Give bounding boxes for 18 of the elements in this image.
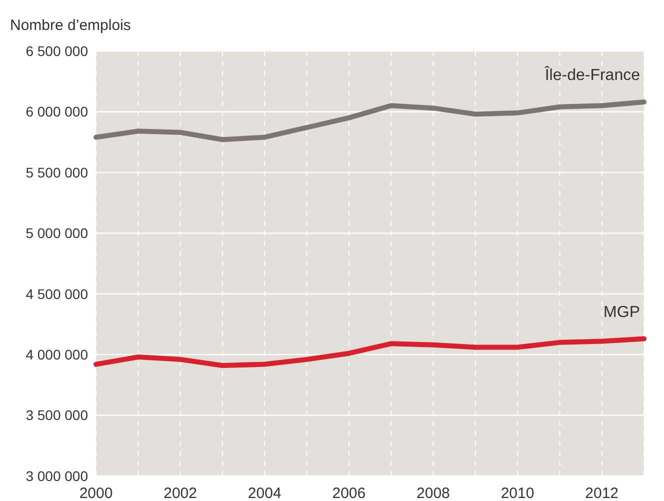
x-tick-label: 2004 <box>248 485 282 501</box>
x-tick-label: 2006 <box>332 485 366 501</box>
x-tick-label: 2002 <box>164 485 197 501</box>
y-axis-title: Nombre d’emplois <box>10 17 131 34</box>
x-tick-label: 2012 <box>585 485 619 501</box>
y-tick-label: 3 000 000 <box>26 468 88 484</box>
y-tick-label: 4 500 000 <box>26 286 88 302</box>
y-tick-label: 4 000 000 <box>26 346 88 362</box>
series-label: MGP <box>604 304 640 321</box>
x-tick-label: 2000 <box>79 485 113 501</box>
x-tick-label: 2010 <box>500 485 534 501</box>
y-tick-label: 6 000 000 <box>26 104 88 120</box>
y-tick-label: 5 000 000 <box>26 225 88 242</box>
y-tick-label: 5 500 000 <box>26 164 88 180</box>
y-tick-label: 3 500 000 <box>26 407 88 424</box>
series-label: Île-de-France <box>544 66 640 84</box>
x-tick-label: 2008 <box>416 485 450 501</box>
y-tick-label: 6 500 000 <box>26 42 88 59</box>
